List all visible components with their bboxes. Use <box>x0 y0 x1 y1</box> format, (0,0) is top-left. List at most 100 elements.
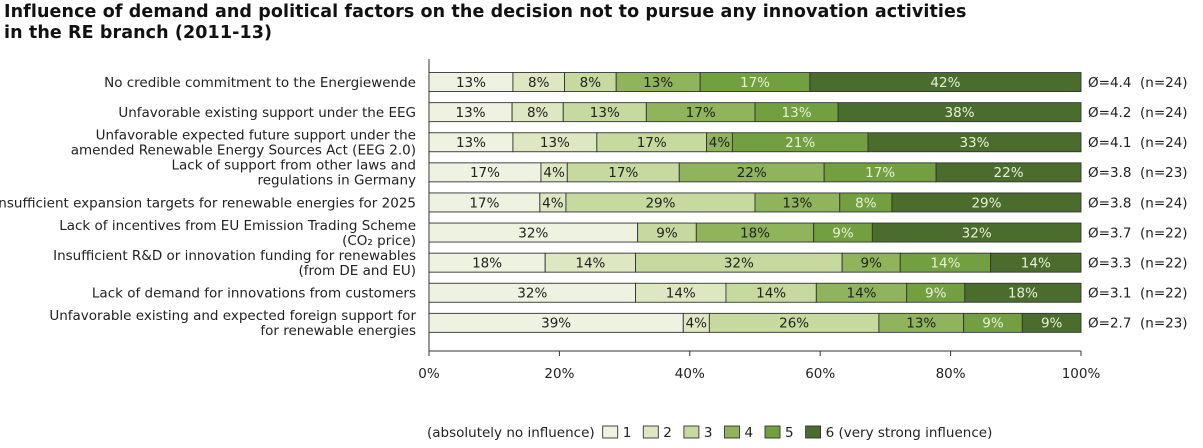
data-label: 14% <box>575 255 605 271</box>
bar-segment <box>891 192 1082 213</box>
data-label: 32% <box>518 225 548 241</box>
category-label: Insufficient expansion targets for renew… <box>0 195 416 211</box>
data-label: 4% <box>542 195 564 211</box>
stat-label: Ø=4.4 (n=24) <box>1088 75 1188 91</box>
legend-item-label: 5 <box>785 425 794 441</box>
data-label: 17% <box>470 165 500 181</box>
category-label: Lack of support from other laws and <box>171 158 416 174</box>
category-label: (from DE and EU) <box>298 263 416 279</box>
data-label: 17% <box>740 75 770 91</box>
data-label: 32% <box>724 255 754 271</box>
data-label: 26% <box>779 316 809 332</box>
x-tick-label: 80% <box>936 366 966 382</box>
x-tick-label: 40% <box>675 366 705 382</box>
category-label: Lack of incentives from EU Emission Trad… <box>59 218 416 234</box>
data-label: 32% <box>962 225 992 241</box>
data-label: 13% <box>540 135 570 151</box>
data-label: 13% <box>643 75 673 91</box>
stat-label: Ø=3.8 (n=23) <box>1088 165 1188 181</box>
category-label: Insufficient R&D or innovation funding f… <box>53 248 416 264</box>
data-label: 13% <box>906 316 936 332</box>
data-label: 13% <box>456 105 486 121</box>
category-label: Unfavorable existing support under the E… <box>118 105 416 121</box>
stat-label: Ø=3.8 (n=24) <box>1088 195 1188 211</box>
data-label: 4% <box>543 165 565 181</box>
legend-item-label: 1 <box>623 425 632 441</box>
x-tick-label: 60% <box>805 366 835 382</box>
data-label: 8% <box>580 75 602 91</box>
data-label: 14% <box>847 286 877 302</box>
chart-title-line-1: Influence of demand and political factor… <box>4 2 967 22</box>
category-label: amended Renewable Energy Sources Act (EE… <box>71 143 416 159</box>
legend-item-label: 6 (very strong influence) <box>826 425 993 441</box>
data-label: 22% <box>737 165 767 181</box>
data-label: 14% <box>666 286 696 302</box>
x-tick-label: 0% <box>418 366 440 382</box>
data-label: 29% <box>645 195 675 211</box>
data-label: 18% <box>472 255 502 271</box>
legend-swatch <box>642 425 659 439</box>
legend-item-label: 3 <box>704 425 713 441</box>
data-label: 9% <box>860 255 882 271</box>
category-label: Unfavorable existing and expected foreig… <box>49 308 416 324</box>
data-label: 39% <box>541 316 571 332</box>
data-label: 17% <box>686 105 716 121</box>
data-label: 42% <box>930 75 960 91</box>
bar-segment <box>990 252 1082 273</box>
data-label: 13% <box>456 75 486 91</box>
data-label: 8% <box>855 195 877 211</box>
data-label: 4% <box>686 316 708 332</box>
data-label: 8% <box>528 75 550 91</box>
category-label: No credible commitment to the Energiewen… <box>104 75 416 91</box>
data-label: 22% <box>994 165 1024 181</box>
bar-segment <box>871 222 1082 243</box>
legend-item-label: 2 <box>663 425 672 441</box>
data-label: 17% <box>865 165 895 181</box>
data-label: 14% <box>756 286 786 302</box>
category-label: for renewable energies <box>260 323 416 339</box>
bars: 13% 8% 8% 13% 17% 42% 13% 8% 13% 17% 13% 38% 13% 13% 1… <box>428 72 1082 333</box>
bar-segment <box>867 132 1082 153</box>
stat-label: Ø=3.3 (n=22) <box>1088 255 1188 271</box>
data-label: 33% <box>959 135 989 151</box>
stat-label: Ø=4.1 (n=24) <box>1088 135 1188 151</box>
data-label: 9% <box>925 286 947 302</box>
data-label: 9% <box>656 225 678 241</box>
legend-swatch <box>805 425 822 439</box>
stat-labels: Ø=4.4 (n=24) Ø=4.2 (n=24) Ø=4.1 (n=24) Ø=3.… <box>1088 75 1188 332</box>
category-labels: No credible commitment to the Energiewen… <box>0 75 416 339</box>
bar-segment <box>964 282 1082 303</box>
x-tick-label: 100% <box>1062 366 1101 382</box>
x-tick-label: 20% <box>544 366 574 382</box>
data-label: 8% <box>527 105 549 121</box>
data-label: 38% <box>945 105 975 121</box>
bar-segment <box>1021 312 1082 333</box>
legend-swatch <box>602 425 619 439</box>
stat-label: Ø=3.1 (n=22) <box>1088 286 1188 302</box>
legend: (absolutely no influence) 1 2 3 4 5 6 (very st… <box>427 425 992 441</box>
data-label: 17% <box>469 195 499 211</box>
data-label: 13% <box>782 105 812 121</box>
stat-label: Ø=3.7 (n=22) <box>1088 225 1188 241</box>
data-label: 13% <box>456 135 486 151</box>
data-label: 17% <box>637 135 667 151</box>
data-label: 29% <box>971 195 1001 211</box>
bar-segment <box>837 102 1082 123</box>
data-label: 21% <box>785 135 815 151</box>
chart-title-line-2: in the RE branch (2011-13) <box>4 23 273 43</box>
data-label: 9% <box>982 316 1004 332</box>
data-label: 13% <box>590 105 620 121</box>
stat-label: Ø=4.2 (n=24) <box>1088 105 1188 121</box>
data-label: 32% <box>517 286 547 302</box>
data-label: 18% <box>740 225 770 241</box>
bar-segment <box>809 72 1082 93</box>
data-label: 17% <box>608 165 638 181</box>
category-label: Lack of demand for innovations from cust… <box>92 286 416 302</box>
stat-label: Ø=2.7 (n=23) <box>1088 316 1188 332</box>
category-label: Unfavorable expected future support unde… <box>96 128 416 144</box>
legend-item-label: 4 <box>745 425 754 441</box>
legend-prefix: (absolutely no influence) <box>427 425 595 441</box>
data-label: 14% <box>1021 255 1051 271</box>
legend-swatch <box>764 425 781 439</box>
legend-swatch <box>724 425 740 439</box>
